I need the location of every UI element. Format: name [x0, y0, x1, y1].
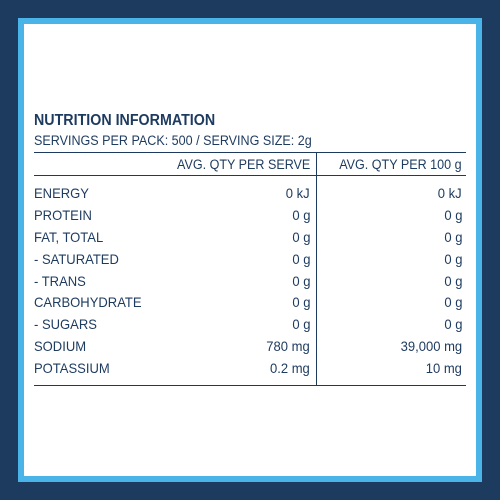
per-100g-value: 0 kJ — [438, 184, 462, 201]
per-100g-value: 0 g — [443, 316, 462, 333]
nutrient-name: CARBOHYDRATE — [34, 294, 142, 311]
nutrition-label: NUTRITION INFORMATION SERVINGS PER PACK:… — [34, 112, 466, 387]
per-100g-value: 39,000 mg — [400, 338, 462, 355]
table-row: SODIUM 780 mg 39,000 mg — [34, 335, 466, 358]
table-row: POTASSIUM 0.2 mg 10 mg — [34, 357, 466, 386]
per-serve-value: 0 kJ — [160, 175, 317, 204]
table-row: - SUGARS 0 g 0 g — [34, 313, 466, 336]
nutrient-name: PROTEIN — [34, 206, 92, 223]
per-serve-value: 0 g — [160, 203, 317, 226]
per-serve-value: 0 g — [160, 225, 317, 248]
nutrient-name: POTASSIUM — [34, 360, 110, 377]
label-panel: NUTRITION INFORMATION SERVINGS PER PACK:… — [24, 24, 476, 476]
table-header-row: AVG. QTY PER SERVE AVG. QTY PER 100 g — [34, 152, 466, 176]
header-per-serve: AVG. QTY PER SERVE — [160, 152, 317, 176]
per-serve-value: 0 g — [160, 291, 317, 314]
per-serve-value: 780 mg — [160, 335, 317, 358]
per-serve-value: 0.2 mg — [160, 357, 317, 386]
table-row: - TRANS 0 g 0 g — [34, 269, 466, 292]
per-100g-value: 0 g — [443, 228, 462, 245]
nutrient-name: FAT, TOTAL — [34, 228, 104, 245]
per-serve-value: 0 g — [160, 269, 317, 292]
nutrition-title: NUTRITION INFORMATION — [34, 112, 216, 129]
nutrient-name: SODIUM — [34, 338, 87, 355]
table-row: - SATURATED 0 g 0 g — [34, 247, 466, 270]
table-row: ENERGY 0 kJ 0 kJ — [34, 175, 466, 204]
per-100g-value: 10 mg — [425, 360, 462, 377]
serving-info: SERVINGS PER PACK: 500 / SERVING SIZE: 2… — [34, 133, 312, 148]
nutrition-table: AVG. QTY PER SERVE AVG. QTY PER 100 g EN… — [34, 152, 466, 387]
nutrient-name: ENERGY — [34, 184, 89, 201]
nutrient-name: - TRANS — [34, 272, 86, 289]
nutrient-name: - SUGARS — [34, 316, 97, 333]
table-row: FAT, TOTAL 0 g 0 g — [34, 225, 466, 248]
table-row: CARBOHYDRATE 0 g 0 g — [34, 291, 466, 314]
nutrient-name: - SATURATED — [34, 250, 119, 267]
per-100g-value: 0 g — [443, 250, 462, 267]
per-100g-value: 0 g — [443, 294, 462, 311]
per-100g-value: 0 g — [443, 272, 462, 289]
header-name — [34, 152, 160, 176]
per-serve-value: 0 g — [160, 313, 317, 336]
per-serve-value: 0 g — [160, 247, 317, 270]
table-row: PROTEIN 0 g 0 g — [34, 203, 466, 226]
per-100g-value: 0 g — [443, 206, 462, 223]
header-per-100g: AVG. QTY PER 100 g — [316, 152, 466, 176]
